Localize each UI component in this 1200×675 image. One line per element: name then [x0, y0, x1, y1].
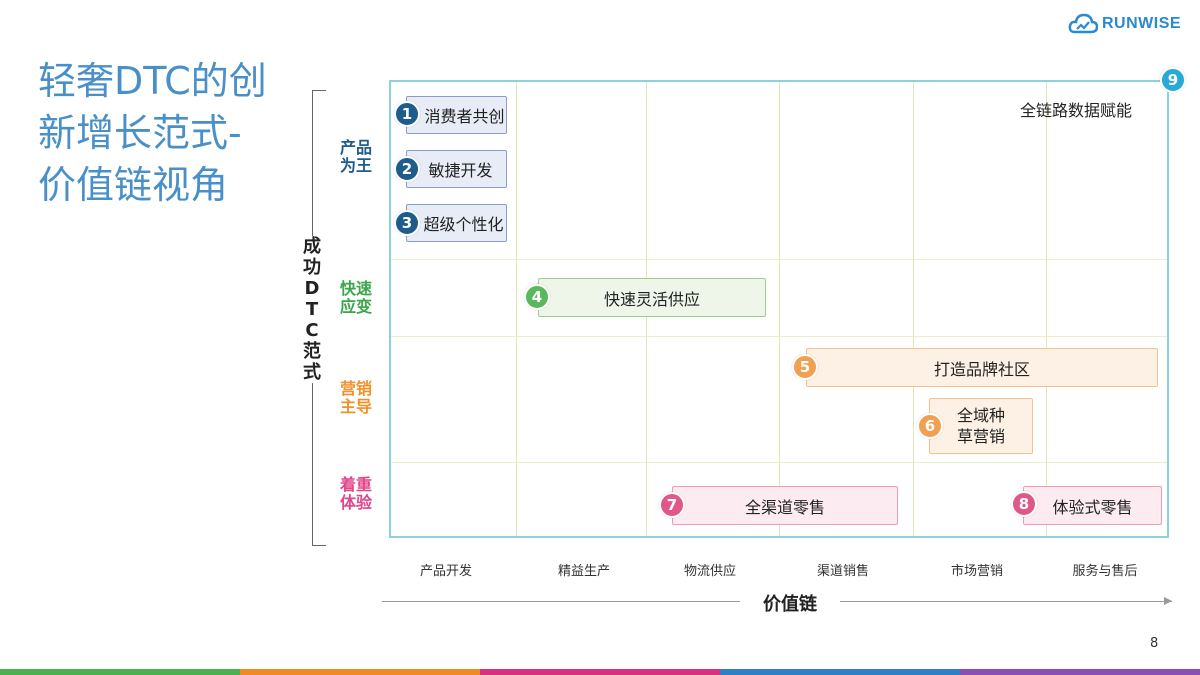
x-tick: 物流供应	[683, 564, 736, 579]
arrow-right-icon	[1164, 597, 1172, 605]
item-badge-1: 1	[394, 101, 420, 127]
footer-stripe	[480, 669, 720, 675]
item-badge-9: 9	[1160, 67, 1186, 93]
footer-stripe	[960, 669, 1200, 675]
item-label: 超级个性化	[423, 215, 504, 234]
runwise-logo: RUNWISE	[1068, 12, 1181, 36]
item-label: 体验式零售	[1052, 497, 1133, 517]
item-label: 打造品牌社区	[933, 359, 1030, 379]
item-box-3: 超级个性化	[406, 204, 507, 242]
y-axis-label: 成 功 D T C 范 式	[296, 236, 328, 383]
item-box-7: 全渠道零售	[672, 486, 898, 525]
grid-line	[391, 336, 1167, 337]
footer-stripe	[720, 669, 960, 675]
row-label-experience: 着重 体验	[339, 475, 372, 512]
item-badge-4: 4	[524, 284, 550, 310]
item-badge-3: 3	[394, 210, 420, 236]
grid-line	[1046, 82, 1047, 536]
x-axis-label: 价值链	[740, 590, 840, 616]
footer-stripe	[240, 669, 480, 675]
item-box-6: 全域种 草营销	[929, 398, 1033, 454]
item-badge-7: 7	[659, 492, 685, 518]
item-box-2: 敏捷开发	[406, 150, 507, 188]
item-label-9: 全链路数据赋能	[1020, 101, 1133, 120]
footer-stripe	[0, 669, 240, 675]
x-tick: 服务与售后	[1072, 564, 1138, 579]
item-badge-2: 2	[394, 156, 420, 182]
grid-line	[779, 82, 780, 536]
grid-line	[516, 82, 517, 536]
x-tick: 产品开发	[419, 564, 472, 579]
item-badge-6: 6	[917, 413, 943, 439]
item-label: 全域种 草营销	[956, 406, 1005, 446]
item-box-1: 消费者共创	[406, 96, 507, 134]
item-label: 敏捷开发	[428, 161, 493, 180]
item-label: 快速灵活供应	[603, 289, 700, 309]
x-tick: 市场营销	[950, 564, 1003, 579]
logo-text: RUNWISE	[1102, 15, 1182, 32]
x-tick: 渠道销售	[816, 564, 869, 579]
item-box-4: 快速灵活供应	[538, 278, 766, 317]
grid-line	[391, 259, 1167, 260]
row-label-marketing: 营销 主导	[339, 379, 372, 416]
x-tick: 精益生产	[557, 564, 610, 579]
row-label-product: 产品 为王	[339, 138, 372, 175]
item-box-5: 打造品牌社区	[806, 348, 1158, 387]
item-badge-5: 5	[792, 354, 818, 380]
item-label: 消费者共创	[424, 107, 505, 126]
matrix-frame	[389, 80, 1169, 538]
grid-line	[391, 462, 1167, 463]
cloud-logo-icon	[1068, 13, 1098, 34]
page-title: 轻奢DTC的创新增长范式-价值链视角	[38, 59, 267, 207]
item-badge-8: 8	[1011, 491, 1037, 517]
grid-line	[913, 82, 914, 536]
row-label-agile: 快速 应变	[339, 279, 372, 316]
page-number: 8	[1150, 636, 1159, 651]
item-box-8: 体验式零售	[1023, 486, 1162, 525]
item-label: 全渠道零售	[744, 497, 825, 517]
